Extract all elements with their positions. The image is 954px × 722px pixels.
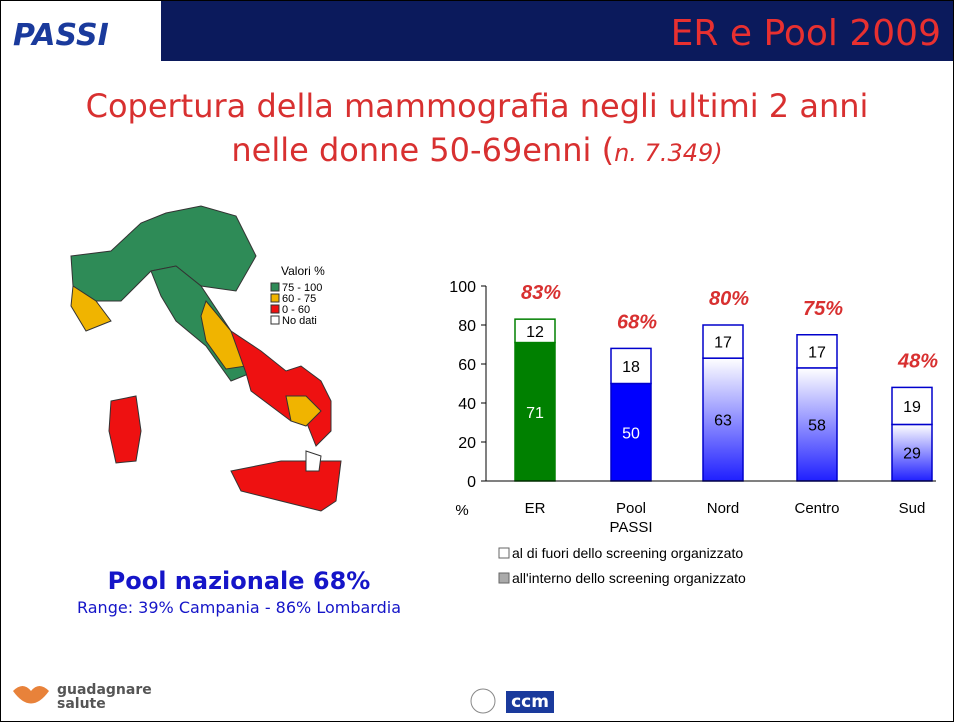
footer-text: salute [57,696,106,712]
segment-label: 12 [526,324,544,341]
bar-segment [702,357,744,482]
legend-swatch [498,547,510,559]
subtitle: nelle donne 50-69enni (n. 7.349) [231,131,722,169]
bar-segment [610,347,652,385]
legend-swatch [498,572,510,584]
segment-label: 63 [714,413,732,430]
x-tick-label: Centro [794,500,840,517]
segment-label: 71 [526,405,544,422]
y-tick-label: 20 [458,435,476,452]
x-tick-label: Pool PASSI [609,500,653,536]
footer-logo [13,686,49,704]
y-tick-label: 100 [449,279,476,296]
total-label: 83% [521,282,561,304]
total-label: 80% [709,288,749,310]
bar-segment [514,318,556,344]
map-legend-label: 0 - 60 [282,304,310,316]
x-tick-label: Nord [706,500,740,517]
map-legend-swatch [270,293,280,303]
footer-logo [470,688,496,714]
header-band [161,1,953,61]
bar-segment [891,386,933,426]
header-title: ER e Pool 2009 [671,13,941,54]
x-tick-label: ER [524,500,546,517]
map-legend-label: 75 - 100 [282,282,322,294]
segment-label: 58 [808,417,826,434]
summary-range: Range: 39% Campania - 86% Lombardia [77,598,401,617]
chart: 0 20 40 60 80 100% 71 12 83% 50 18 68% 63 17 80% 58 17 75… [449,279,938,586]
legend-label: all'interno dello screening organizzato [512,570,746,586]
map-legend-swatch [270,315,280,325]
segment-label: 50 [622,425,640,442]
bar-segment [891,423,933,482]
segment-label: 19 [903,399,921,416]
map-legend-label: No dati [282,315,317,327]
segment-label: 17 [808,344,826,361]
footer-text: guadagnare [57,682,152,698]
legend-label: al di fuori dello screening organizzato [512,545,743,561]
bar-segment [514,341,556,482]
map-legend-swatch [270,304,280,314]
bar-segment [610,382,652,482]
y-tick-label: 80 [458,318,476,335]
y-tick-label: 60 [458,357,476,374]
summary-title: Pool nazionale 68% [108,567,371,595]
total-label: 75% [803,298,843,320]
footer-logo [506,691,554,713]
bar-segment [796,334,838,369]
subtitle: nelle donne 50-69enni ( [231,131,614,169]
x-tick-label: Sud [898,500,926,517]
total-label: 48% [897,350,938,372]
logo: PASSI [13,18,109,53]
subtitle-note: n. 7.349) [614,139,723,167]
total-label: 68% [617,311,657,333]
segment-label: 29 [903,446,921,463]
subtitle: Copertura della mammografia negli ultimi… [86,87,869,125]
segment-label: 18 [622,359,640,376]
map-legend-label: 60 - 75 [282,293,316,305]
map-legend-title: Valori % [281,264,325,278]
footer-text: ccm [511,692,549,712]
y-axis-label: % [455,502,468,519]
map [70,205,342,512]
y-tick-label: 0 [467,474,476,491]
y-tick-label: 40 [458,396,476,413]
map-legend-swatch [270,282,280,292]
bar-segment [702,324,744,359]
segment-label: 17 [714,335,732,352]
